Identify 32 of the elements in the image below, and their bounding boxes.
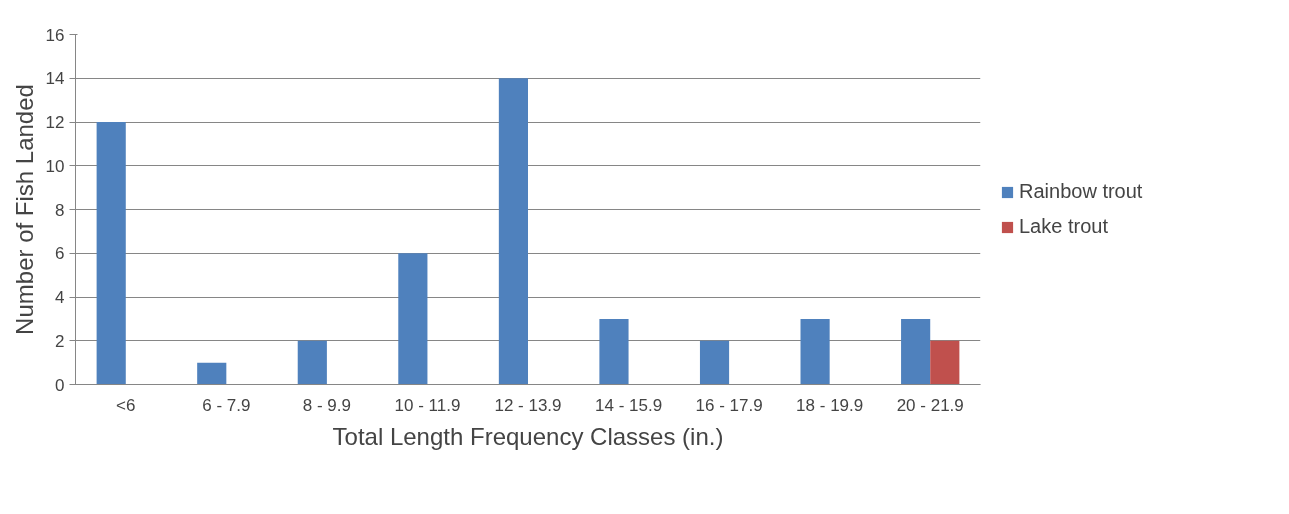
x-tick-label: <6 (116, 395, 136, 415)
x-tick-label: 18 - 19.9 (796, 395, 864, 415)
bar (197, 362, 227, 385)
bar (297, 340, 327, 385)
y-tick-label: 6 (55, 244, 65, 264)
x-tick-label: 14 - 15.9 (595, 395, 663, 415)
y-tick-label: 16 (45, 25, 65, 45)
bar (599, 318, 629, 385)
bar (699, 340, 730, 385)
y-tick-label: 4 (55, 288, 65, 307)
y-axis-title: Number of Fish Landed (10, 84, 38, 335)
x-tick-label: 6 - 7.9 (202, 395, 251, 415)
x-tick-label: 12 - 13.9 (494, 395, 562, 415)
x-tick-label: 16 - 17.9 (695, 395, 763, 415)
y-tick-label: 12 (45, 113, 65, 132)
legend-label: Lake trout (1019, 215, 1108, 238)
legend-label: Rainbow trout (1019, 180, 1143, 203)
bar (96, 122, 126, 385)
y-tick-label: 8 (55, 200, 65, 220)
x-tick-label: 10 - 11.9 (394, 395, 461, 415)
bar (398, 253, 428, 385)
x-tick-label: 8 - 9.9 (302, 395, 351, 415)
bar (901, 318, 931, 385)
x-tick-label: 20 - 21.9 (896, 395, 964, 415)
y-tick-label: 2 (55, 331, 65, 351)
bar (800, 318, 830, 385)
y-tick-label: 14 (45, 69, 65, 89)
x-axis-title: Total Length Frequency Classes (in.) (332, 422, 724, 450)
bar (498, 78, 528, 385)
bar (930, 340, 960, 385)
y-tick-label: 10 (45, 156, 65, 176)
y-tick-label: 0 (55, 375, 65, 395)
